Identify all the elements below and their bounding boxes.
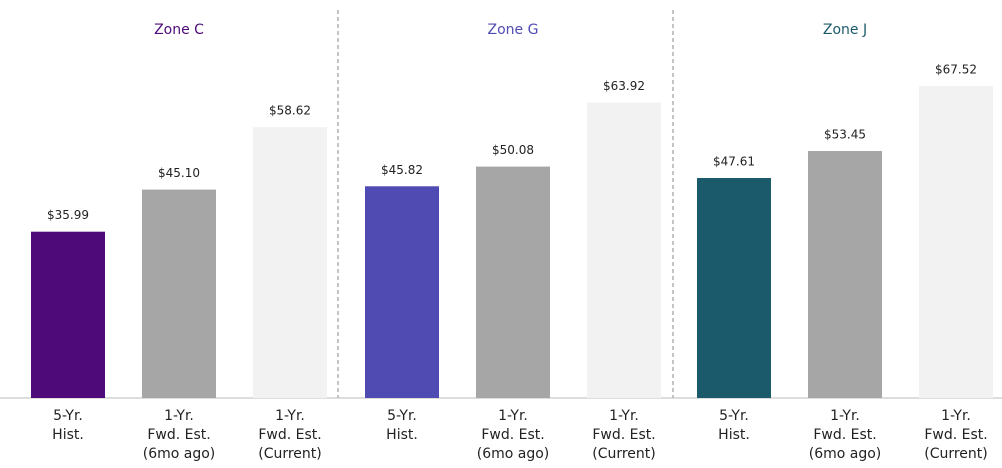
category-label: 1-Yr. — [609, 408, 639, 424]
category-label: Fwd. Est. — [147, 427, 210, 443]
panel-title: Zone G — [488, 22, 539, 38]
category-label: Hist. — [52, 427, 84, 443]
category-label: (Current) — [924, 446, 988, 462]
bar — [142, 189, 216, 398]
category-label: 5-Yr. — [53, 408, 83, 424]
category-label: (6mo ago) — [809, 446, 882, 462]
panel-title: Zone C — [154, 22, 204, 38]
category-label: (6mo ago) — [477, 446, 550, 462]
value-label: $45.10 — [158, 166, 200, 180]
bar — [697, 178, 771, 398]
value-label: $35.99 — [47, 208, 89, 222]
category-label: (6mo ago) — [143, 446, 216, 462]
category-label: 5-Yr. — [719, 408, 749, 424]
bar — [31, 231, 105, 398]
value-label: $63.92 — [603, 79, 645, 93]
category-label: Fwd. Est. — [258, 427, 321, 443]
value-label: $53.45 — [824, 128, 866, 142]
category-label: 1-Yr. — [830, 408, 860, 424]
value-label: $47.61 — [713, 155, 755, 169]
category-label: 5-Yr. — [387, 408, 417, 424]
category-label: Hist. — [718, 427, 750, 443]
category-label: Fwd. Est. — [481, 427, 544, 443]
value-label: $50.08 — [492, 143, 534, 157]
category-label: Fwd. Est. — [592, 427, 655, 443]
category-label: Hist. — [386, 427, 418, 443]
category-label: 1-Yr. — [941, 408, 971, 424]
bar — [476, 166, 550, 398]
value-label: $45.82 — [381, 163, 423, 177]
category-label: 1-Yr. — [164, 408, 194, 424]
value-label: $58.62 — [269, 104, 311, 118]
category-label: (Current) — [592, 446, 656, 462]
bar — [919, 86, 993, 398]
category-label: Fwd. Est. — [924, 427, 987, 443]
category-label: 1-Yr. — [275, 408, 305, 424]
bar — [365, 186, 439, 398]
bar — [587, 102, 661, 398]
bar — [808, 151, 882, 398]
category-label: 1-Yr. — [498, 408, 528, 424]
category-label: Fwd. Est. — [813, 427, 876, 443]
category-label: (Current) — [258, 446, 322, 462]
bar — [253, 127, 327, 398]
value-label: $67.52 — [935, 63, 977, 77]
panel-title: Zone J — [823, 22, 867, 38]
